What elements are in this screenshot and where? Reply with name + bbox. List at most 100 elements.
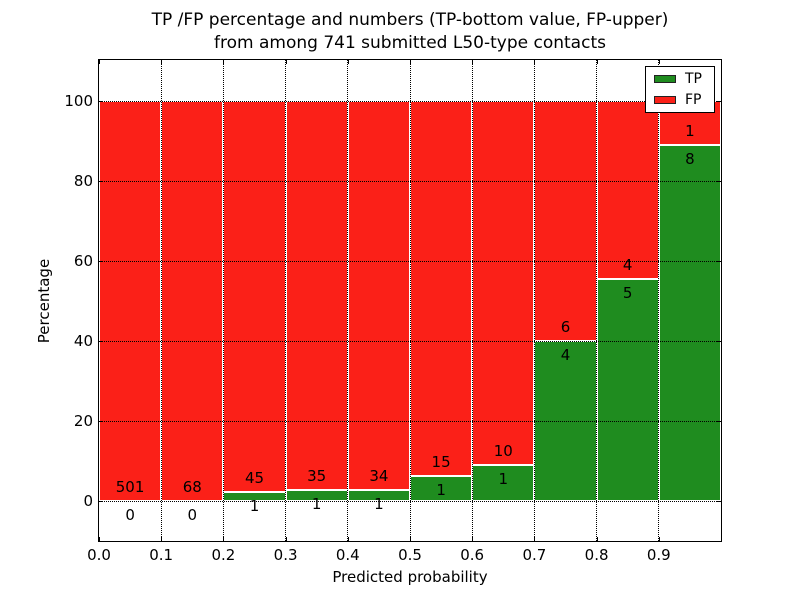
bar-fp-segment — [223, 101, 286, 493]
fp-count-label: 34 — [369, 466, 389, 485]
bar-fp-segment — [534, 101, 597, 341]
tp-count-label: 1 — [374, 494, 384, 513]
gridline-horizontal — [99, 181, 721, 182]
fp-count-label: 501 — [115, 478, 145, 496]
tp-count-label: 1 — [498, 469, 509, 488]
x-tick-mark — [658, 537, 660, 541]
gridline-horizontal — [99, 341, 721, 342]
x-tick-mark — [285, 60, 287, 64]
chart-title-line1: TP /FP percentage and numbers (TP-bottom… — [151, 10, 669, 30]
x-tick-mark — [223, 60, 225, 64]
tp-count-label: 5 — [622, 283, 633, 302]
legend-label-fp: FP — [685, 92, 702, 108]
x-tick-mark — [99, 60, 100, 64]
x-tick-mark — [534, 60, 536, 64]
y-tick-mark — [717, 501, 721, 502]
gridline-vertical — [222, 60, 224, 541]
gridline-vertical — [347, 60, 349, 541]
bar-fp-segment — [347, 101, 410, 490]
fp-count-label: 35 — [307, 466, 327, 485]
gridline-vertical — [409, 60, 411, 541]
x-tick-mark — [161, 537, 163, 541]
fp-count-label: 10 — [493, 441, 513, 460]
bar-tp-segment — [658, 145, 721, 501]
legend-item-tp: TP — [654, 72, 706, 86]
legend-label-tp: TP — [685, 71, 702, 87]
x-tick-mark — [347, 60, 349, 64]
tp-count-label: 1 — [249, 497, 260, 516]
y-tick-mark — [99, 341, 103, 342]
gridline-horizontal — [99, 101, 721, 102]
y-tick-mark — [717, 341, 721, 342]
fp-count-label: 68 — [182, 478, 202, 496]
x-tick-mark — [721, 537, 722, 541]
fp-count-label: 1 — [685, 122, 695, 141]
tp-count-label: 1 — [311, 494, 322, 513]
gridline-horizontal — [99, 501, 721, 502]
x-tick-mark — [596, 60, 598, 64]
x-tick-mark — [99, 537, 100, 541]
y-tick-mark — [717, 101, 721, 102]
gridline-vertical — [471, 60, 473, 541]
x-tick-mark — [410, 537, 411, 541]
x-tick-label: 0.6 — [460, 546, 485, 564]
y-tick-mark — [99, 261, 103, 262]
y-tick-label: 40 — [73, 332, 93, 350]
x-axis-label: Predicted probability — [332, 568, 488, 586]
fp-count-label: 15 — [431, 453, 451, 471]
bar-tp-segment — [223, 492, 286, 501]
x-tick-mark — [347, 537, 349, 541]
fp-count-label: 4 — [622, 255, 633, 274]
x-tick-mark — [161, 60, 163, 64]
x-tick-label: 0.3 — [273, 546, 298, 564]
x-tick-mark — [472, 537, 474, 541]
x-tick-label: 0.8 — [584, 546, 609, 564]
bar-tp-segment — [285, 489, 348, 501]
legend-item-fp: FP — [654, 93, 706, 107]
y-tick-label: 100 — [64, 92, 93, 110]
y-tick-mark — [717, 181, 721, 182]
bar-fp-segment — [285, 101, 348, 490]
gridline-vertical — [596, 60, 598, 541]
x-tick-label: 0.9 — [646, 546, 671, 564]
x-tick-label: 0.5 — [398, 546, 422, 564]
x-tick-mark — [472, 60, 474, 64]
bar-tp-segment — [410, 476, 473, 501]
y-tick-mark — [99, 181, 103, 182]
x-tick-label: 0.7 — [522, 546, 547, 564]
bar-fp-segment — [472, 101, 535, 465]
x-tick-label: 0.1 — [149, 546, 174, 564]
x-tick-mark — [410, 60, 411, 64]
gridline-vertical — [658, 60, 660, 541]
y-tick-mark — [99, 421, 103, 422]
y-tick-label: 0 — [83, 492, 93, 510]
bar-fp-segment — [410, 101, 473, 476]
x-tick-mark — [223, 537, 225, 541]
gridline-vertical — [160, 60, 162, 541]
bar-fp-segment — [161, 101, 224, 501]
bar-tp-segment — [472, 464, 535, 501]
chart-title-line2: from among 741 submitted L50-type contac… — [214, 33, 606, 53]
x-tick-mark — [596, 537, 598, 541]
y-tick-label: 20 — [73, 412, 93, 430]
y-tick-label: 80 — [73, 172, 93, 190]
x-tick-mark — [534, 537, 536, 541]
bar-fp-segment — [99, 101, 162, 501]
x-tick-mark — [721, 60, 722, 64]
x-tick-mark — [658, 60, 660, 64]
y-tick-label: 60 — [73, 252, 93, 270]
x-tick-label: 0.4 — [335, 546, 360, 564]
tp-count-label: 0 — [125, 506, 135, 524]
fp-count-label: 6 — [560, 318, 571, 336]
bar-fp-segment — [596, 101, 659, 279]
fp-color-swatch — [654, 96, 676, 104]
gridline-horizontal — [99, 261, 721, 262]
bar-tp-segment — [596, 278, 659, 501]
gridline-horizontal — [99, 421, 721, 422]
tp-color-swatch — [654, 75, 676, 83]
y-tick-mark — [99, 501, 103, 502]
chart-title: TP /FP percentage and numbers (TP-bottom… — [99, 9, 721, 55]
y-tick-mark — [717, 261, 721, 262]
y-tick-mark — [717, 421, 721, 422]
